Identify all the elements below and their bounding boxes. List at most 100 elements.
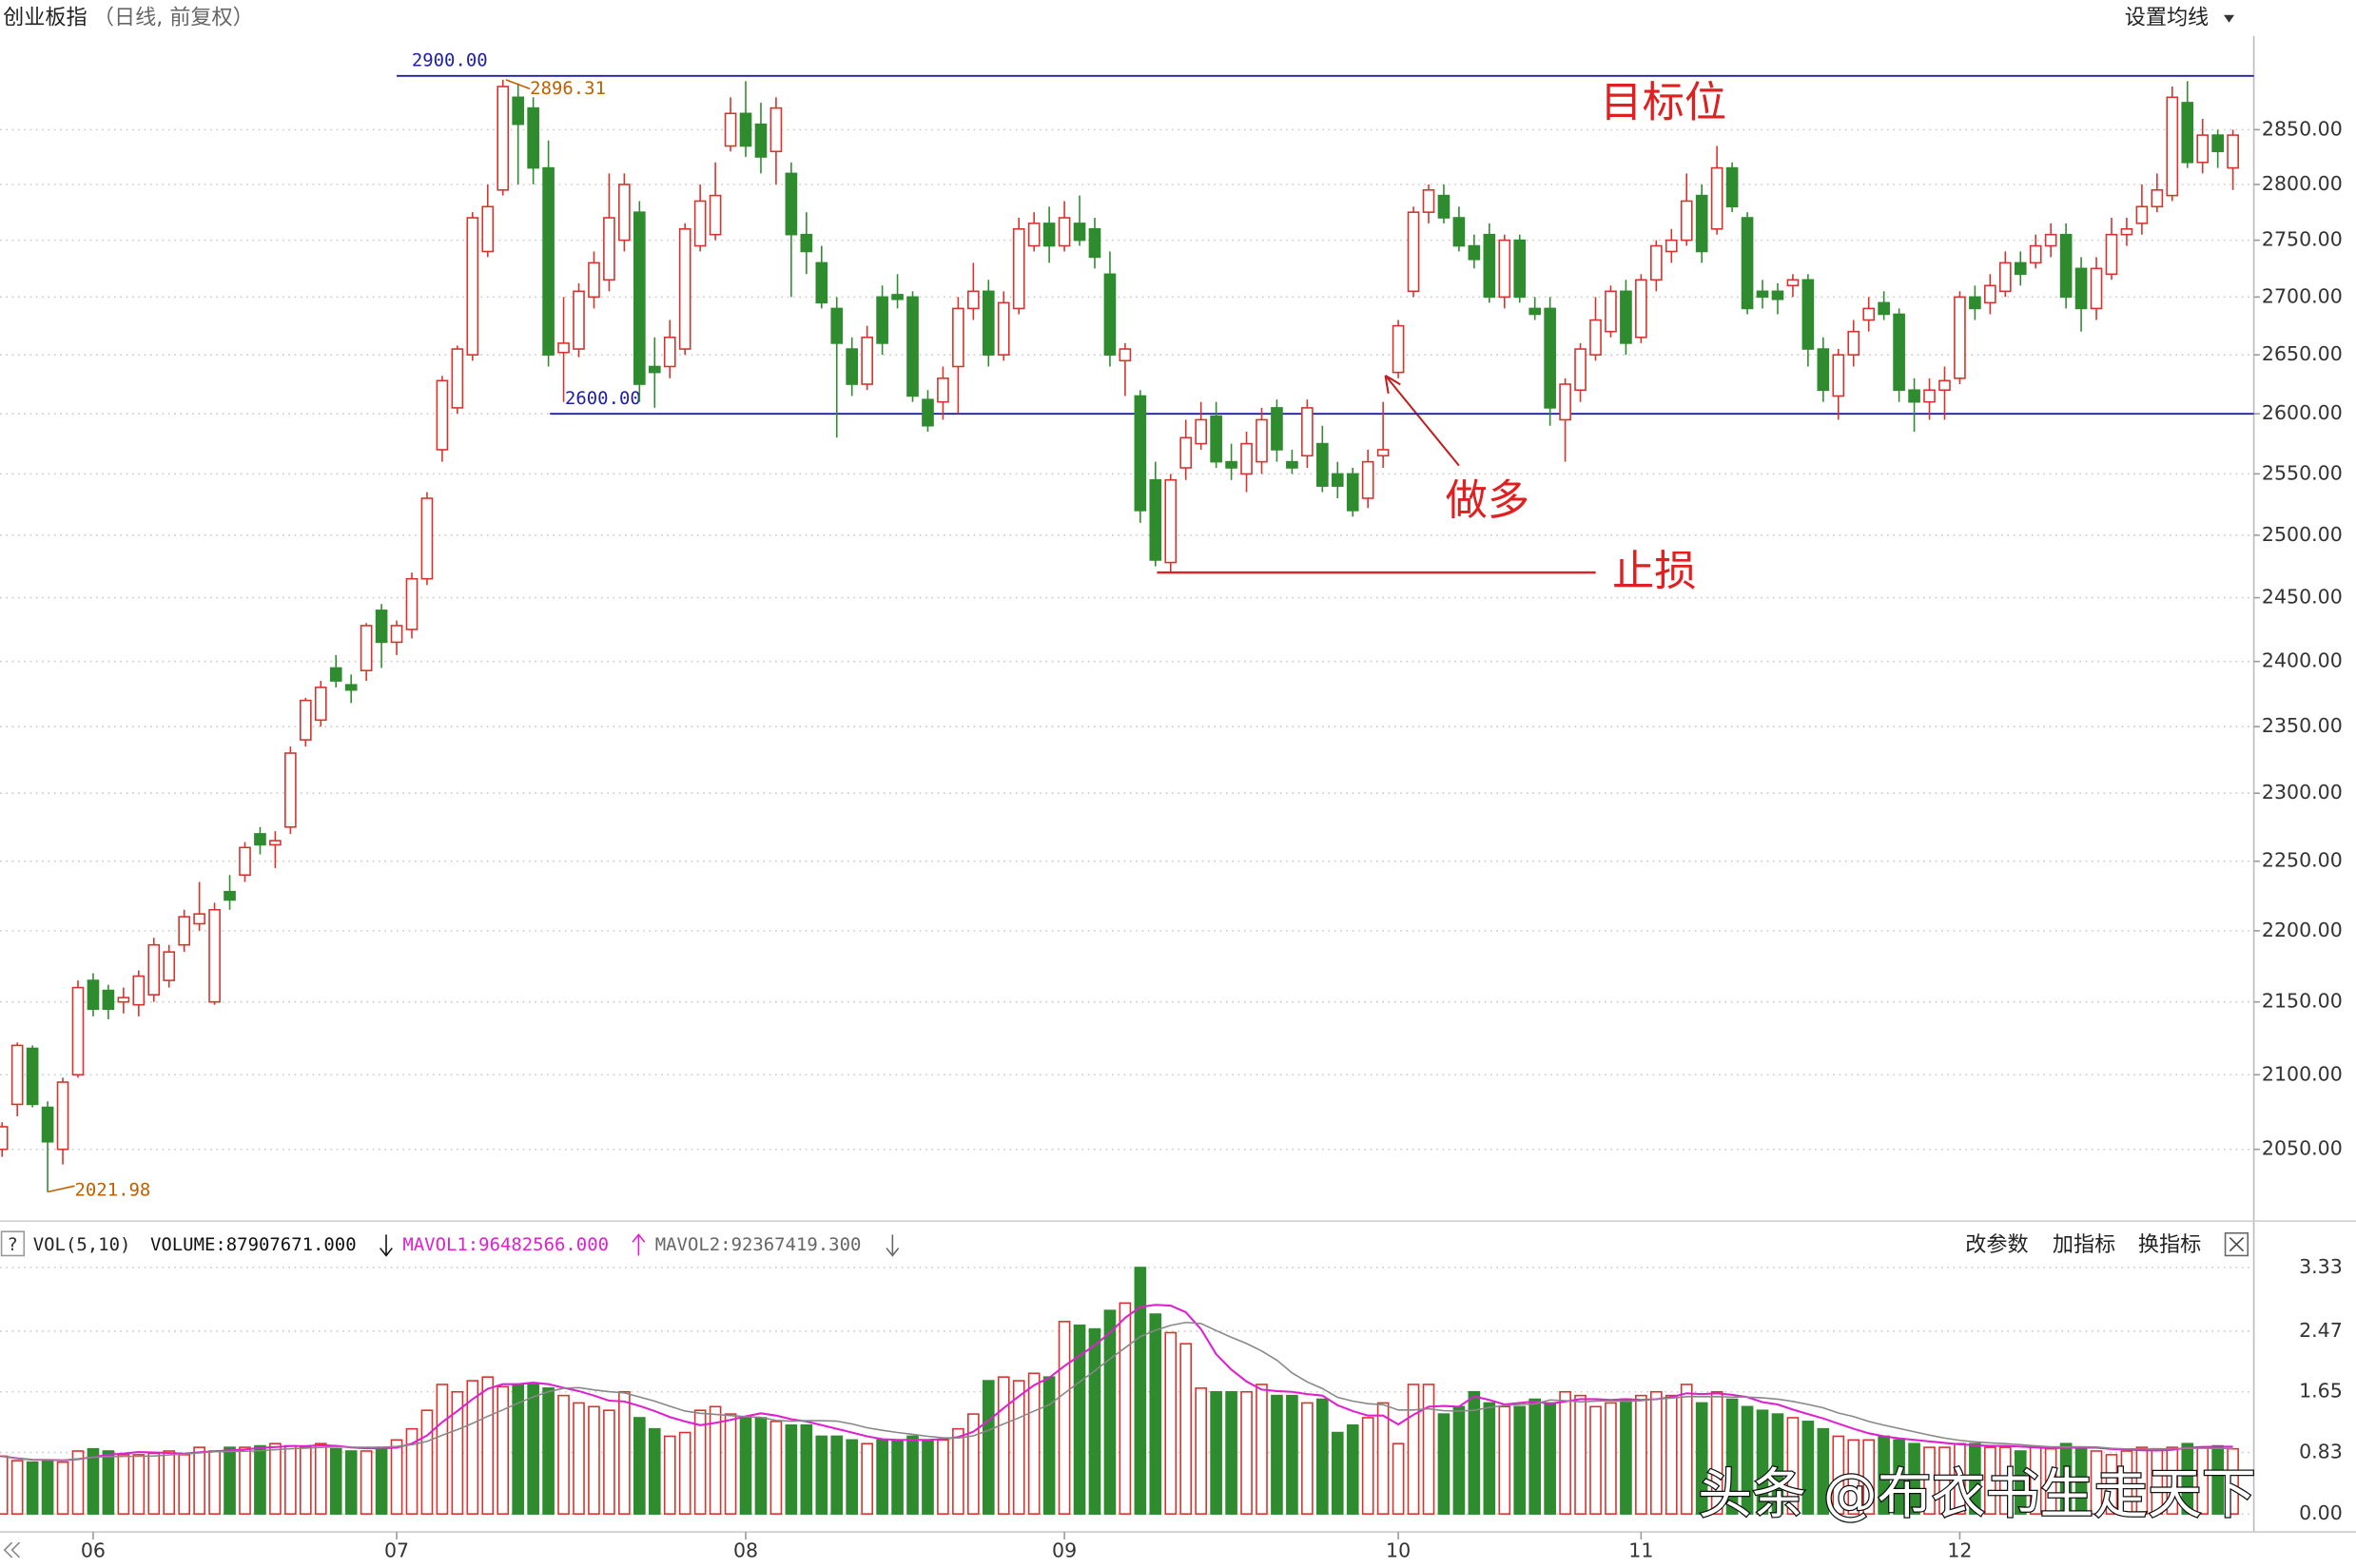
candle-body	[71, 986, 85, 1076]
candle-body	[1589, 319, 1602, 356]
volume-bar	[1286, 1394, 1298, 1515]
annotation: 止损	[1612, 547, 1696, 595]
candle-body	[1862, 307, 1876, 321]
volume-bar	[2105, 1454, 2118, 1515]
volume-bar	[1315, 1398, 1329, 1515]
up-arrow	[632, 1233, 646, 1256]
volume-bar	[0, 1455, 9, 1515]
candle-body	[815, 261, 828, 304]
mavol1-readout: MAVOL1:96482566.000	[402, 1234, 609, 1255]
settings-button[interactable]: 设置均线	[2125, 5, 2209, 29]
y-tick-label: 2.47	[2299, 1319, 2343, 1342]
candle-body	[952, 307, 964, 368]
volume-bar	[2120, 1450, 2133, 1515]
indicator-name: VOL(5,10)	[33, 1234, 131, 1255]
volume-bar	[937, 1439, 949, 1515]
candle-body	[830, 307, 844, 344]
volume-bar	[1544, 1402, 1556, 1515]
volume-bar	[1179, 1343, 1193, 1515]
volume-bar	[2059, 1442, 2073, 1515]
candle-body	[254, 833, 266, 846]
volume-bar	[1786, 1417, 1800, 1515]
volume-bar	[1103, 1309, 1117, 1515]
volume-bar	[663, 1435, 676, 1515]
x-tick-label: 11	[1628, 1539, 1653, 1562]
volume-bar	[1164, 1331, 1178, 1515]
candle-body	[1483, 233, 1496, 299]
volume-bar	[1998, 1446, 2012, 1515]
candle-body	[1012, 228, 1025, 310]
x-tick-label: 06	[81, 1539, 106, 1562]
volume-bar	[87, 1447, 100, 1515]
candle-body	[876, 296, 888, 344]
volume-bar	[1331, 1431, 1344, 1515]
volume-bar	[71, 1450, 85, 1515]
close-button[interactable]	[2224, 1231, 2249, 1257]
candle-body	[724, 112, 737, 147]
candle-body	[861, 337, 873, 385]
candle-body	[693, 200, 707, 247]
candle-body	[284, 752, 297, 828]
button[interactable]: 换指标	[2138, 1232, 2201, 1257]
candle-body	[709, 194, 722, 236]
candle-body	[224, 890, 236, 901]
candle-body	[1938, 379, 1951, 392]
candle-body	[1771, 290, 1784, 300]
y-tick-label: 2200.00	[2262, 919, 2343, 941]
volume-bar	[876, 1439, 888, 1515]
volume-bar	[1756, 1409, 1769, 1515]
volume-bar	[375, 1446, 388, 1515]
volume-bar	[299, 1446, 312, 1515]
scroll-left[interactable]	[3, 1541, 21, 1558]
candle-body	[1042, 223, 1056, 247]
watermark: 头条 @布衣书生走天下	[1698, 1462, 2256, 1525]
volume-bar	[1042, 1376, 1056, 1515]
candle-body	[0, 1126, 9, 1151]
y-tick-label: 2750.00	[2262, 228, 2343, 251]
volume-bar	[163, 1450, 176, 1515]
button[interactable]: 改参数	[1965, 1232, 2028, 1257]
candle-body	[663, 337, 676, 368]
volume-bar	[573, 1402, 585, 1515]
candle-body	[1301, 407, 1314, 457]
volume-bar	[800, 1423, 813, 1515]
candle-body	[1984, 284, 1996, 304]
y-tick-label: 2650.00	[2262, 342, 2343, 365]
candle-body	[1680, 200, 1693, 242]
y-tick-label: 2450.00	[2262, 586, 2343, 609]
candle-body	[2211, 134, 2224, 153]
volume-bar	[481, 1376, 495, 1515]
candle-body	[1468, 244, 1481, 261]
volume-bar	[1422, 1384, 1435, 1515]
volume-bar	[451, 1390, 464, 1515]
candle-body	[1908, 389, 1920, 403]
y-tick-label: 2300.00	[2262, 781, 2343, 803]
help-icon[interactable]: ?	[8, 1234, 17, 1255]
y-tick-label: 2050.00	[2262, 1137, 2343, 1160]
volume-bar	[1969, 1442, 1981, 1515]
candle-body	[1073, 223, 1086, 242]
volume-bar	[1437, 1413, 1451, 1515]
candle-body	[557, 342, 570, 354]
candle-body	[1210, 415, 1222, 463]
volume-bar	[1908, 1442, 1920, 1515]
candle-body	[2181, 102, 2194, 164]
volume-bar	[693, 1409, 707, 1515]
volume-bar	[284, 1444, 297, 1515]
candle-body	[87, 979, 100, 1011]
candle-body	[1710, 166, 1723, 230]
close-icon[interactable]	[2229, 1236, 2245, 1252]
volume-bar	[344, 1450, 358, 1515]
volume-bar	[1119, 1302, 1132, 1515]
candle-body	[527, 106, 539, 169]
candle-body	[1832, 354, 1845, 397]
candle-body	[573, 290, 585, 350]
volume-bar	[542, 1387, 555, 1515]
volume-bar	[2135, 1446, 2149, 1515]
help-box[interactable]	[0, 1230, 26, 1257]
dropdown-icon[interactable]	[2223, 14, 2235, 23]
button[interactable]: 加指标	[2053, 1232, 2115, 1257]
ma-line	[2, 1321, 2233, 1462]
volume-bar	[360, 1450, 373, 1515]
